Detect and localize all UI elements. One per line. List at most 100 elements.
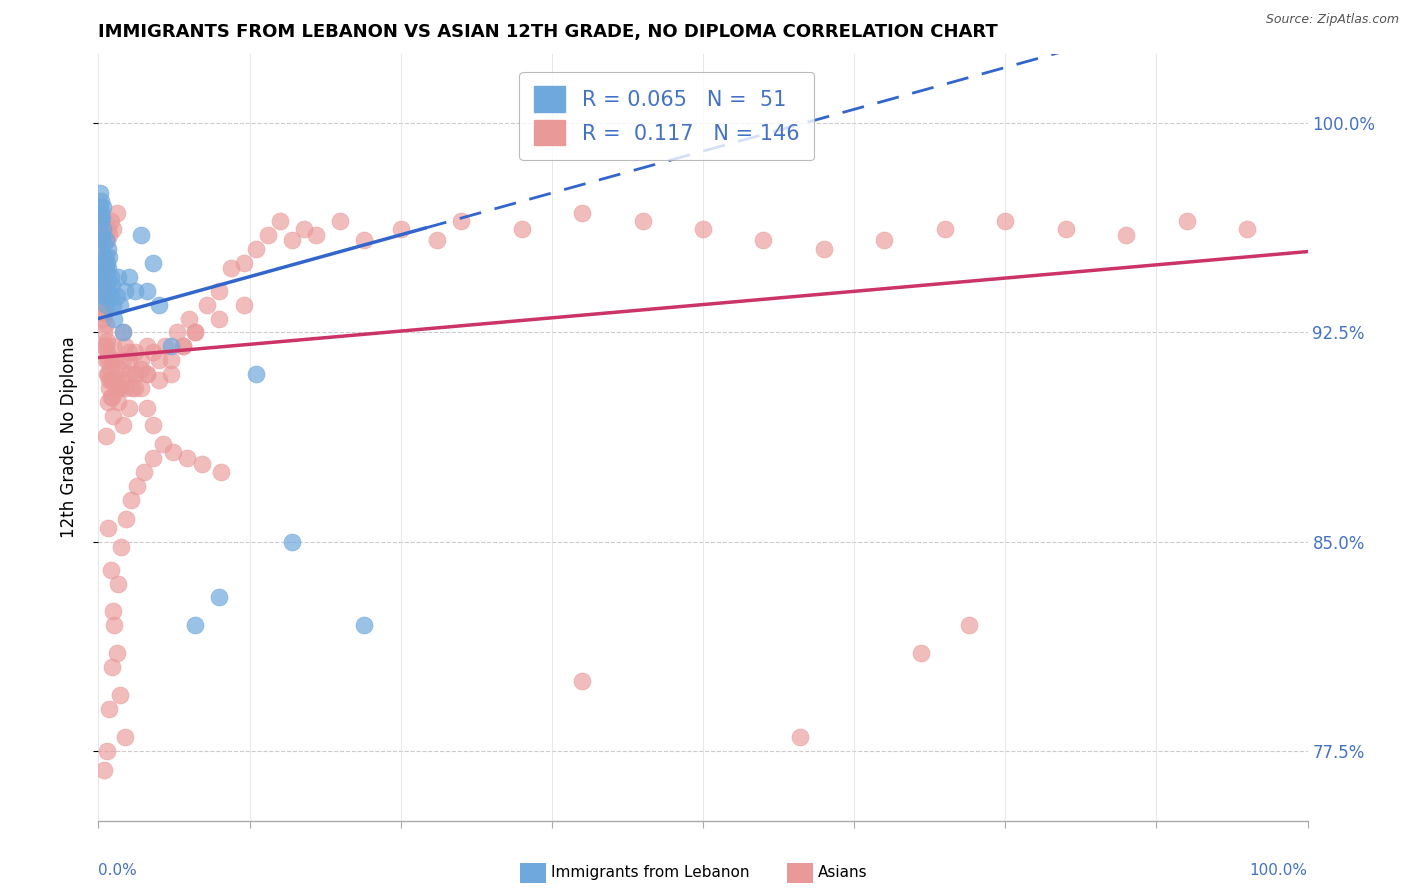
Point [91, 311, 114, 326]
Point [209, 465, 232, 479]
Point [105, 289, 128, 303]
Text: Asians: Asians [818, 865, 868, 880]
Point [114, 339, 136, 353]
Point [184, 326, 207, 340]
Point [124, 368, 146, 382]
Point [94, 317, 117, 331]
Point [256, 227, 278, 242]
Point [98, 702, 121, 716]
Point [114, 284, 136, 298]
Point [118, 353, 141, 368]
Point [91, 261, 114, 276]
Point [103, 353, 125, 368]
Point [89, 227, 111, 242]
Point [94, 428, 117, 442]
Point [142, 450, 165, 465]
Point [752, 234, 775, 248]
Point [97, 261, 120, 276]
Point [91, 269, 114, 284]
Point [91, 289, 114, 303]
Point [101, 297, 124, 311]
Point [191, 457, 214, 471]
Point [245, 368, 267, 382]
Point [184, 618, 207, 632]
Point [127, 479, 149, 493]
Point [91, 211, 114, 226]
Point [108, 297, 131, 311]
Point [96, 256, 118, 270]
Point [166, 326, 188, 340]
Point [105, 381, 128, 395]
Point [129, 353, 152, 368]
Point [94, 353, 117, 368]
Point [90, 214, 112, 228]
Point [103, 311, 125, 326]
Point [97, 395, 120, 409]
Point [957, 618, 980, 632]
Point [89, 186, 111, 200]
Point [305, 227, 328, 242]
Text: Source: ZipAtlas.com: Source: ZipAtlas.com [1265, 13, 1399, 27]
Point [124, 345, 146, 359]
Point [160, 353, 183, 368]
Point [1236, 222, 1258, 236]
Point [94, 339, 117, 353]
Point [111, 326, 134, 340]
Point [111, 353, 134, 368]
Point [97, 242, 120, 256]
Point [100, 289, 122, 303]
Point [135, 339, 157, 353]
Point [510, 222, 533, 236]
Point [232, 256, 254, 270]
Point [142, 256, 165, 270]
Point [93, 256, 115, 270]
Point [118, 269, 141, 284]
Point [98, 250, 121, 264]
Point [353, 618, 375, 632]
Point [108, 361, 131, 376]
Point [96, 368, 118, 382]
Point [101, 373, 124, 387]
Point [221, 261, 243, 276]
Point [107, 576, 129, 591]
Point [110, 541, 132, 555]
Point [813, 242, 835, 256]
Point [96, 289, 118, 303]
Point [93, 269, 115, 284]
Point [93, 284, 115, 298]
Point [292, 222, 315, 236]
Point [90, 194, 112, 209]
Point [94, 234, 117, 248]
Point [91, 297, 114, 311]
Point [91, 284, 114, 298]
Point [91, 256, 114, 270]
Point [124, 368, 146, 382]
Legend: R = 0.065   N =  51, R =  0.117   N = 146: R = 0.065 N = 51, R = 0.117 N = 146 [519, 71, 814, 160]
Point [90, 214, 112, 228]
Point [135, 368, 157, 382]
Point [129, 227, 152, 242]
Point [631, 214, 654, 228]
Point [96, 269, 118, 284]
Point [100, 660, 122, 674]
Point [692, 222, 714, 236]
Point [389, 222, 412, 236]
Point [94, 297, 117, 311]
Point [91, 227, 114, 242]
Point [90, 205, 112, 219]
Point [160, 339, 183, 353]
Point [107, 269, 129, 284]
Point [172, 339, 194, 353]
Point [172, 339, 194, 353]
Point [162, 445, 184, 459]
Point [114, 730, 136, 744]
Point [176, 450, 198, 465]
Point [873, 234, 896, 248]
Point [571, 674, 593, 689]
Point [101, 604, 124, 618]
Point [98, 381, 121, 395]
Point [148, 373, 170, 387]
Point [96, 334, 118, 348]
Point [426, 234, 449, 248]
Point [329, 214, 352, 228]
